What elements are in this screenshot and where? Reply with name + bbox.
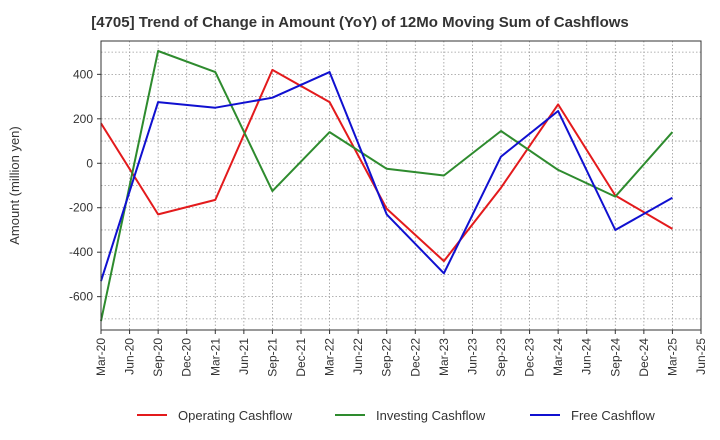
plot-frame [100, 40, 702, 331]
series-line [100, 50, 674, 322]
y-tick-label: 0 [86, 156, 93, 170]
x-tick-label: Sep-21 [265, 338, 279, 377]
x-tick-label: Jun-24 [580, 338, 594, 375]
x-tick-label: Mar-21 [208, 338, 222, 376]
x-tick-label: Sep-23 [494, 338, 508, 377]
x-tick-label: Dec-24 [637, 338, 651, 377]
series-line [100, 71, 673, 282]
y-axis-title: Amount (million yen) [7, 126, 22, 245]
series-lines [100, 50, 674, 322]
x-tick-label: Dec-22 [408, 338, 422, 377]
chart-title: [4705] Trend of Change in Amount (YoY) o… [91, 14, 629, 31]
legend-label: Investing Cashflow [376, 408, 486, 423]
x-tick-label: Jun-22 [351, 338, 365, 375]
y-tick-label: -200 [69, 201, 93, 215]
x-tick-label: Jun-25 [694, 338, 708, 375]
grid [100, 41, 702, 330]
x-tick-label: Dec-20 [180, 338, 194, 377]
x-tick-label: Mar-20 [94, 338, 108, 376]
legend-label: Operating Cashflow [178, 408, 293, 423]
y-tick-label: -600 [69, 290, 93, 304]
x-tick-label: Mar-22 [323, 338, 337, 376]
legend: Operating Cashflow Investing Cashflow Free… [137, 408, 655, 423]
y-tick-label: -400 [69, 245, 93, 259]
legend-label: Free Cashflow [571, 408, 655, 423]
x-axis: Mar-20 Jun-20 Sep-20 Dec-20 Mar-21 Jun-21 Sep-… [94, 330, 708, 377]
y-tick-label: 200 [73, 112, 93, 126]
x-tick-label: Sep-24 [608, 338, 622, 377]
x-tick-label: Sep-22 [380, 338, 394, 377]
x-tick-label: Jun-23 [465, 338, 479, 375]
x-tick-label: Dec-21 [294, 338, 308, 377]
series-line [100, 68, 673, 263]
x-tick-label: Mar-25 [665, 338, 679, 376]
y-axis: -600 -400 -200 0 200 400 [69, 67, 101, 304]
x-tick-label: Sep-20 [151, 338, 165, 377]
x-tick-label: Mar-24 [551, 338, 565, 376]
x-tick-label: Mar-23 [437, 338, 451, 376]
x-tick-label: Jun-20 [123, 338, 137, 375]
y-tick-label: 400 [73, 67, 93, 81]
x-tick-label: Dec-23 [523, 338, 537, 377]
x-tick-label: Jun-21 [237, 338, 251, 375]
